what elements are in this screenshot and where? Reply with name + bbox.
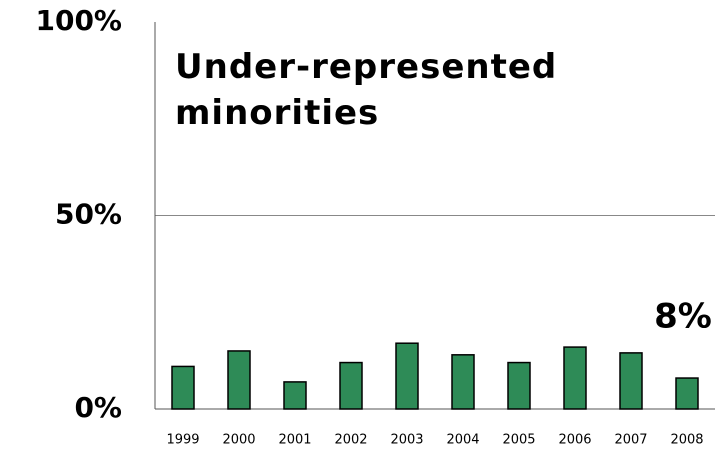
bar bbox=[339, 361, 363, 410]
x-tick-label: 2005 bbox=[502, 433, 535, 448]
bar bbox=[227, 350, 251, 410]
x-tick-label: 2006 bbox=[558, 433, 591, 448]
x-tick-label: 2003 bbox=[390, 433, 423, 448]
bar bbox=[171, 365, 195, 410]
x-tick-label: 2008 bbox=[670, 433, 703, 448]
bar bbox=[619, 352, 643, 410]
bar bbox=[395, 342, 419, 410]
bar bbox=[283, 381, 307, 410]
value-label: 8% bbox=[654, 297, 712, 337]
x-tick-label: 2001 bbox=[278, 433, 311, 448]
bar bbox=[675, 377, 699, 410]
bar bbox=[451, 354, 475, 410]
x-tick-label: 2004 bbox=[446, 433, 479, 448]
y-tick-label: 100% bbox=[35, 4, 122, 37]
y-tick-label: 0% bbox=[74, 391, 122, 424]
bar bbox=[507, 361, 531, 410]
x-tick-label: 1999 bbox=[166, 433, 199, 448]
x-tick-label: 2007 bbox=[614, 433, 647, 448]
x-tick-label: 2000 bbox=[222, 433, 255, 448]
y-tick-label: 50% bbox=[55, 198, 122, 231]
x-tick-label: 2002 bbox=[334, 433, 367, 448]
bar bbox=[563, 346, 587, 410]
chart-title: Under-represented minorities bbox=[175, 47, 558, 133]
